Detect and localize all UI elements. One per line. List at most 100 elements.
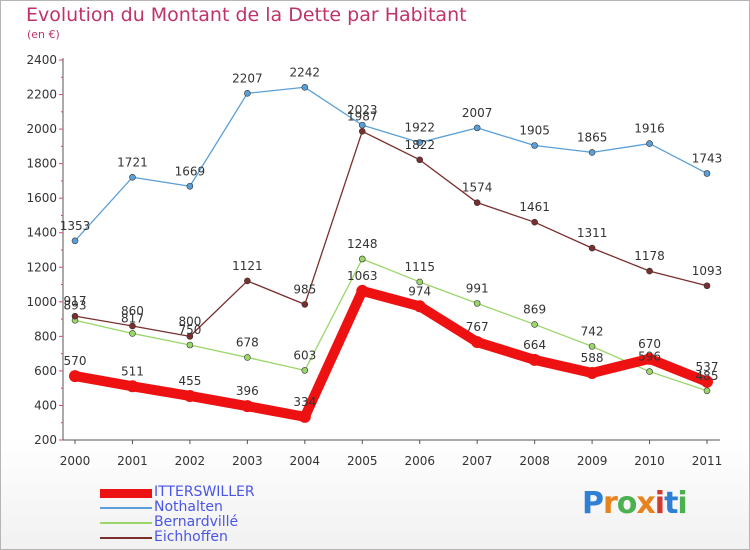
data-point: [129, 173, 136, 181]
data-point: [69, 370, 81, 383]
data-label: 1916: [634, 122, 665, 136]
data-label: 767: [466, 320, 489, 334]
x-tick-label: 2010: [634, 454, 665, 468]
data-label: 742: [581, 324, 604, 338]
data-label: 1822: [404, 138, 435, 152]
data-point: [701, 375, 713, 388]
data-label: 537: [696, 360, 719, 374]
data-label: 2242: [290, 65, 321, 79]
chart-subtitle: (en €): [27, 28, 60, 41]
x-tick-label: 2000: [60, 454, 91, 468]
data-point: [646, 267, 653, 275]
data-label: 1093: [692, 264, 723, 278]
data-label: 1248: [347, 237, 378, 251]
data-point: [358, 128, 366, 135]
data-point: [646, 140, 653, 147]
data-point: [244, 277, 251, 285]
data-point: [416, 139, 424, 146]
y-tick-label: 1000: [26, 295, 57, 309]
data-point: [301, 83, 309, 91]
data-point: [186, 182, 194, 190]
legend-label: Bernardvillé: [154, 514, 239, 530]
data-point: [416, 278, 424, 286]
x-tick-label: 2002: [175, 454, 206, 468]
data-point: [703, 170, 711, 177]
logo-letter: x: [636, 486, 655, 521]
series-line-itterswiller: [70, 285, 712, 422]
logo-letter: i: [677, 486, 687, 521]
data-point: [588, 149, 596, 156]
data-label: 334: [293, 395, 316, 409]
data-point: [126, 380, 139, 393]
data-point: [71, 237, 79, 245]
data-point: [241, 400, 254, 413]
data-point: [588, 343, 596, 350]
data-label: 664: [523, 338, 546, 352]
data-point: [71, 312, 79, 320]
legend-swatch: [100, 507, 152, 509]
data-label: 1865: [577, 130, 608, 144]
data-point: [416, 156, 424, 164]
logo-letter: t: [664, 486, 678, 521]
data-label: 1461: [519, 200, 550, 214]
data-label: 1178: [634, 249, 665, 263]
data-label: 750: [178, 323, 201, 337]
data-label: 1721: [117, 155, 148, 169]
data-label: 1987: [347, 109, 378, 123]
data-label: 1063: [347, 269, 378, 283]
x-tick-label: 2008: [519, 454, 550, 468]
x-tick-label: 2007: [462, 454, 493, 468]
data-point: [531, 321, 538, 328]
data-point: [531, 218, 538, 226]
data-point: [531, 142, 538, 149]
data-point: [528, 353, 541, 366]
y-tick-label: 1400: [26, 226, 57, 240]
data-label: 974: [408, 284, 431, 298]
y-tick-label: 2200: [26, 88, 57, 102]
data-label: 455: [178, 374, 201, 388]
x-tick-label: 2011: [692, 454, 723, 468]
data-point: [643, 352, 656, 365]
legend-swatch: [100, 522, 152, 524]
data-label: 588: [581, 351, 604, 365]
data-label: 860: [121, 304, 144, 318]
data-point: [298, 410, 311, 423]
data-point: [413, 300, 426, 313]
data-label: 1574: [462, 181, 493, 195]
data-label: 485: [696, 369, 719, 383]
data-point: [586, 366, 599, 379]
proxiti-logo: Proxiti: [582, 486, 688, 521]
data-point: [183, 389, 196, 402]
y-tick-label: 200: [34, 433, 57, 447]
y-tick-label: 400: [34, 398, 57, 412]
data-label: 670: [638, 337, 661, 351]
legend-swatch: [100, 488, 152, 498]
data-label: 570: [64, 354, 87, 368]
legend-swatch: [100, 537, 152, 539]
series-line-bernardvillé: [74, 258, 708, 392]
data-point: [244, 354, 251, 361]
legend-label: ITTERSWILLER: [154, 484, 255, 500]
y-tick-label: 1200: [26, 260, 57, 274]
data-label: 1743: [692, 151, 723, 165]
data-point: [703, 282, 711, 290]
logo-letter: r: [603, 486, 618, 521]
data-point: [473, 124, 481, 132]
data-point: [356, 284, 369, 297]
data-point: [471, 336, 484, 349]
logo-letter: i: [654, 486, 665, 521]
data-point: [358, 121, 366, 129]
data-label: 991: [466, 281, 489, 295]
data-point: [129, 330, 136, 337]
data-label: 2007: [462, 106, 493, 120]
y-tick-label: 2000: [26, 122, 57, 136]
y-tick-label: 1600: [26, 191, 57, 205]
data-point: [301, 301, 309, 308]
data-point: [473, 300, 481, 307]
data-label: 800: [178, 314, 201, 328]
data-label: 2023: [347, 103, 378, 117]
series-line-eichhoffen: [74, 130, 708, 338]
x-tick-label: 2004: [290, 454, 321, 468]
legend-label: Nothalten: [154, 499, 223, 515]
